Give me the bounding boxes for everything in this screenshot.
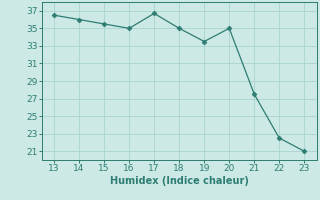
X-axis label: Humidex (Indice chaleur): Humidex (Indice chaleur) xyxy=(110,176,249,186)
